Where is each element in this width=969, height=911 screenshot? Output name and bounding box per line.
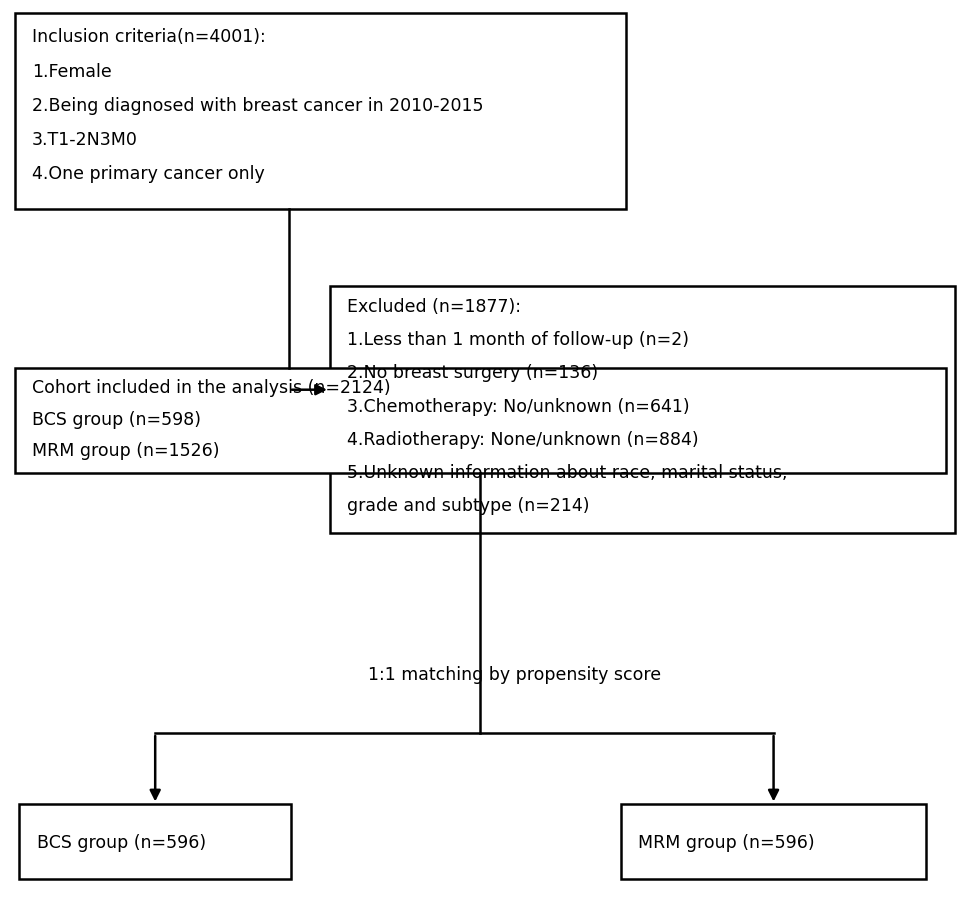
Text: 3.T1-2N3M0: 3.T1-2N3M0	[32, 131, 138, 149]
Text: 1.Less than 1 month of follow-up (n=2): 1.Less than 1 month of follow-up (n=2)	[347, 331, 689, 349]
Text: Cohort included in the analysis (n=2124): Cohort included in the analysis (n=2124)	[32, 379, 391, 397]
Text: 4.One primary cancer only: 4.One primary cancer only	[32, 165, 265, 183]
Text: 2.Being diagnosed with breast cancer in 2010-2015: 2.Being diagnosed with breast cancer in …	[32, 97, 483, 115]
FancyBboxPatch shape	[19, 804, 291, 879]
Text: BCS group (n=598): BCS group (n=598)	[32, 410, 201, 428]
Text: 4.Radiotherapy: None/unknown (n=884): 4.Radiotherapy: None/unknown (n=884)	[347, 431, 698, 448]
Text: Inclusion criteria(n=4001):: Inclusion criteria(n=4001):	[32, 28, 266, 46]
Text: Excluded (n=1877):: Excluded (n=1877):	[347, 298, 520, 315]
Text: 1.Female: 1.Female	[32, 63, 111, 80]
Text: grade and subtype (n=214): grade and subtype (n=214)	[347, 496, 589, 515]
Text: MRM group (n=1526): MRM group (n=1526)	[32, 442, 219, 460]
Text: 2.No breast surgery (n=136): 2.No breast surgery (n=136)	[347, 364, 598, 382]
Text: 3.Chemotherapy: No/unknown (n=641): 3.Chemotherapy: No/unknown (n=641)	[347, 397, 689, 415]
FancyBboxPatch shape	[620, 804, 925, 879]
Text: 1:1 matching by propensity score: 1:1 matching by propensity score	[367, 665, 660, 683]
FancyBboxPatch shape	[15, 14, 625, 210]
FancyBboxPatch shape	[329, 287, 954, 533]
Text: 5.Unknown information about race, marital status,: 5.Unknown information about race, marita…	[347, 464, 787, 482]
Text: BCS group (n=596): BCS group (n=596)	[37, 833, 205, 851]
FancyBboxPatch shape	[15, 369, 945, 474]
Text: MRM group (n=596): MRM group (n=596)	[638, 833, 814, 851]
